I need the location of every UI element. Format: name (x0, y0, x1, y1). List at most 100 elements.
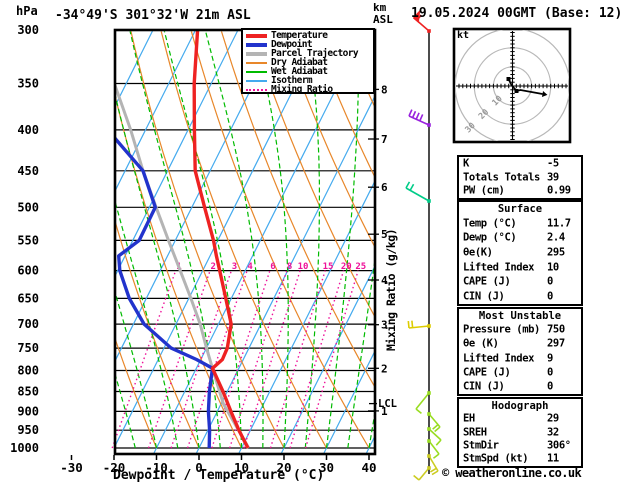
dry-adiabat-line-swatch (246, 61, 267, 64)
table-row: CIN (J) 0 (463, 290, 553, 303)
wind-barb (415, 391, 431, 415)
table-row: EH 29 (463, 412, 559, 425)
temperature-line-swatch (246, 33, 267, 38)
legend-label: Dewpoint (271, 39, 313, 50)
temp-tick-label: -30 (60, 460, 83, 475)
legend-box: Temperature Dewpoint Parcel Trajectory D… (241, 28, 375, 95)
pressure-tick-label: 600 (17, 264, 39, 278)
dewpoint-curve (116, 136, 215, 449)
temp-tick-label: 30 (319, 460, 334, 475)
table-row: Lifted Index 10 (463, 261, 559, 274)
mixing-ratio-value-label: 2 (210, 262, 215, 272)
temp-tick-label: 20 (276, 460, 291, 475)
mixing-ratio-lines: 1 2 3 4 6 8 10 15 20 25 (111, 262, 366, 449)
table-row: CAPE (J) 0 (463, 366, 553, 379)
pressure-tick-label: 450 (17, 164, 39, 178)
legend-label: Mixing Ratio (271, 84, 333, 95)
mixing-ratio-line-swatch (246, 88, 267, 91)
mixing-ratio-value-label: 15 (323, 262, 334, 272)
table-row: K -5 (463, 157, 559, 170)
datetime-title: 19.05.2024 00GMT (Base: 12) (411, 6, 623, 21)
wind-barb (427, 454, 439, 476)
legend-label: Temperature (271, 30, 328, 41)
temp-tick-label: 0 (195, 460, 203, 475)
table-row: CAPE (J) 0 (463, 275, 553, 288)
altitude-axis: 8 7 6 5 4 3 2 1 (368, 83, 388, 418)
altitude-tick-label: 8 (381, 83, 388, 96)
x-axis-caption: Dewpoint / Temperature (°C) (113, 468, 325, 483)
parcel-trajectory-curve (116, 83, 251, 449)
table-row: SREH 32 (463, 426, 559, 439)
hodograph-ring (455, 30, 569, 141)
wet-adiabat-line-swatch (246, 70, 267, 73)
legend-item-isotherm: Isotherm (243, 75, 373, 86)
table-title: Surface (497, 203, 543, 216)
table-row: Totals Totals 39 (463, 171, 559, 184)
altitude-axis-header: km ASL (373, 2, 393, 26)
table-title: Most Unstable (478, 310, 562, 323)
legend-item-parcel: Parcel Trajectory (243, 48, 373, 59)
table-row: θe(K) 295 (463, 246, 565, 259)
altitude-tick-label: 1 (381, 405, 388, 418)
pressure-tick-label: 800 (17, 364, 39, 378)
station-title: -34°49'S 301°32'W 21m ASL (55, 8, 251, 23)
hodograph-table: Hodograph EH 29 SREH 32 StmDir 306° StmSpd … (457, 397, 583, 468)
wind-barb (412, 9, 431, 33)
altitude-tick-label: 3 (381, 319, 388, 332)
indices-table: K -5 Totals Totals 39 PW (cm) 0.99 (457, 155, 583, 200)
table-row: Lifted Index 9 (463, 352, 553, 365)
pressure-tick-label: 650 (17, 291, 39, 305)
lcl-label: LCL (378, 398, 397, 410)
pressure-unit-label: hPa (16, 4, 38, 18)
table-row: PW (cm) 0.99 (463, 184, 571, 197)
pressure-tick-label: 900 (17, 404, 39, 418)
table-row: StmSpd (kt) 11 (463, 452, 559, 465)
credit-watermark: © weatheronline.co.uk (442, 466, 582, 480)
legend-item-mixing-ratio: Mixing Ratio (243, 84, 373, 95)
pressure-tick-label: 950 (17, 423, 39, 437)
mixing-ratio-value-label: 8 (287, 262, 292, 272)
altitude-unit-asl: ASL (373, 13, 393, 26)
wind-barb (407, 320, 431, 329)
table-title: Hodograph (491, 399, 549, 412)
wind-barb (408, 109, 431, 127)
legend-label: Isotherm (271, 75, 313, 86)
altitude-tick-label: 2 (381, 362, 388, 375)
legend-item-wet-adiabat: Wet Adiabat (243, 66, 373, 77)
wind-barb (427, 427, 442, 446)
table-row: Temp (°C) 11.7 (463, 217, 571, 230)
altitude-unit-km: km (373, 1, 387, 14)
wind-barb (413, 466, 431, 481)
table-row: CIN (J) 0 (463, 380, 553, 393)
temperature-curve (192, 31, 250, 449)
table-row: Pressure (mb) 750 (463, 323, 565, 336)
temp-tick-label: -10 (145, 460, 168, 475)
legend-label: Parcel Trajectory (271, 48, 359, 59)
pressure-tick-label: 400 (17, 123, 39, 137)
surface-table: Surface Temp (°C) 11.7 Dewp (°C) 2.4 θe(K)… (457, 200, 583, 306)
altitude-tick-label: 4 (381, 274, 388, 287)
pressure-tick-label: 350 (17, 77, 39, 91)
legend-item-temperature: Temperature (243, 30, 373, 41)
mixing-ratio-value-label: 4 (247, 262, 253, 272)
pressure-tick-label: 550 (17, 233, 39, 247)
mixing-ratio-value-label: 20 (341, 262, 352, 272)
temp-tick-label: 10 (234, 460, 249, 475)
mixing-ratio-value-label: 25 (355, 262, 366, 272)
legend-item-dry-adiabat: Dry Adiabat (243, 57, 373, 68)
hodograph-point (506, 77, 511, 81)
most-unstable-table: Most Unstable Pressure (mb) 750 θe (K) 297… (457, 307, 583, 396)
legend-label: Dry Adiabat (271, 57, 328, 68)
table-row: θe (K) 297 (463, 337, 565, 350)
pressure-tick-label: 1000 (10, 441, 39, 455)
pressure-tick-label: 500 (17, 200, 39, 214)
wind-barb (427, 412, 441, 433)
altitude-tick-label: 7 (381, 133, 388, 146)
isotherms (116, 31, 374, 453)
pressure-gridlines (116, 82, 374, 449)
mixing-ratio-value-label: 6 (270, 262, 275, 272)
dewpoint-line-swatch (246, 42, 267, 47)
pressure-tick-label: 850 (17, 385, 39, 399)
